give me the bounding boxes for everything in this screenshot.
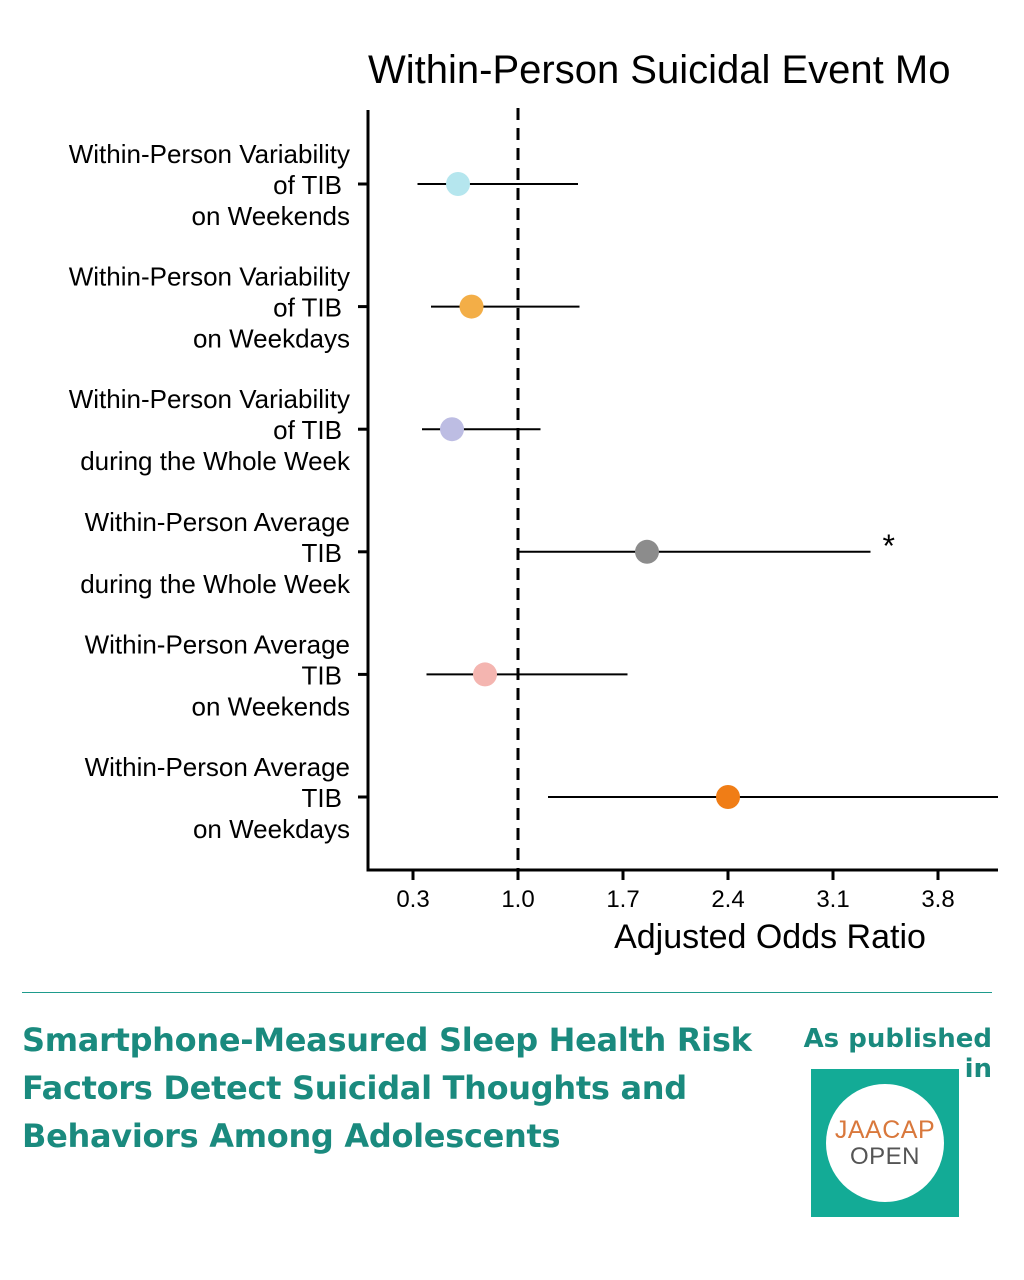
y-tick-label: Within-Person Average [85, 752, 350, 782]
paper-title: Smartphone-Measured Sleep Health Risk Fa… [22, 1021, 752, 1155]
y-tick-label: on Weekends [191, 201, 350, 231]
point-estimate [446, 172, 470, 196]
point-estimate [635, 539, 659, 564]
point-estimate [716, 785, 740, 809]
y-tick-label: on Weekends [191, 691, 350, 721]
x-tick-group: 0.3 1.0 1.7 2.4 3.1 3.8 [396, 870, 955, 913]
point-estimate [440, 417, 464, 442]
journal-logo: JAACAP OPEN [811, 1069, 959, 1217]
x-tick-label: 3.8 [921, 886, 954, 913]
y-tick-label: Within-Person Average [85, 629, 350, 659]
journal-logo-name: JAACAP [834, 1116, 936, 1144]
y-tick-label: on Weekdays [193, 324, 350, 354]
chart-title: Within-Person Suicidal Event Mo [368, 48, 950, 92]
y-tick-label: Within-Person Variability [69, 384, 350, 414]
footer-divider [22, 992, 992, 993]
y-tick-label: TIB [302, 783, 342, 813]
y-tick-label: TIB [302, 660, 342, 690]
y-tick-label: TIB [302, 538, 342, 568]
forest-plot: Within-Person Suicidal Event Mo Within-P… [69, 48, 998, 956]
y-tick-label: Within-Person Variability [69, 139, 350, 169]
y-tick-label: during the Whole Week [80, 446, 351, 476]
x-tick-label: 2.4 [711, 886, 744, 913]
significance-marker: * [883, 528, 895, 564]
point-estimate [459, 294, 484, 319]
y-tick-label: during the Whole Week [80, 569, 351, 599]
y-tick-label: of TIB [273, 415, 342, 445]
y-tick-label: of TIB [273, 293, 342, 323]
point-estimate [473, 662, 497, 687]
journal-logo-circle: JAACAP OPEN [826, 1084, 944, 1202]
y-tick-label: of TIB [273, 170, 342, 200]
estimate-rows: * [417, 172, 998, 809]
x-axis-label: Adjusted Odds Ratio [614, 918, 926, 956]
y-tick-label: Within-Person Average [85, 507, 350, 537]
published-label: As published in [803, 1024, 992, 1084]
x-tick-label: 1.0 [501, 886, 534, 913]
x-tick-label: 0.3 [396, 886, 429, 913]
journal-logo-edition: OPEN [849, 1143, 920, 1170]
y-tick-label: Within-Person Variability [69, 262, 350, 292]
x-tick-label: 3.1 [816, 886, 849, 913]
x-tick-label: 1.7 [606, 886, 639, 913]
y-tick-label: on Weekdays [193, 814, 350, 844]
